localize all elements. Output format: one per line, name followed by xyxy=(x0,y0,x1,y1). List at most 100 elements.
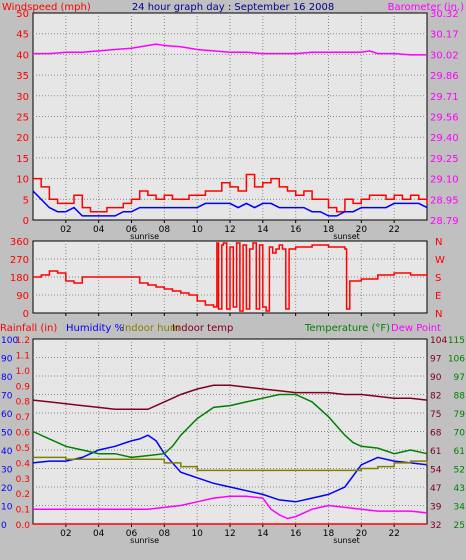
temp-tick-label: 90 xyxy=(430,373,442,383)
temp-tick-label: 82 xyxy=(430,392,441,402)
panel1-x-tick-label: 14 xyxy=(257,225,269,235)
humidity-tick-label: 70 xyxy=(1,392,13,402)
wind-gust-line xyxy=(33,173,428,213)
chart-title: 24 hour graph day : September 16 2008 xyxy=(132,2,334,13)
temperature-line xyxy=(32,393,428,459)
wind-direction-tick-label: 180 xyxy=(10,273,29,284)
wind-direction-tick-label: 360 xyxy=(10,237,29,248)
legend-dew-point: Dew Point xyxy=(391,323,441,334)
panel1-x-tick-label: 08 xyxy=(159,225,171,235)
temperature-tick-label: 34 xyxy=(454,503,466,513)
barometer-axis-label: Barometer (in.) xyxy=(388,2,464,13)
panel3-x-tick-label: 20 xyxy=(356,529,368,539)
panel1-x-tick-label: 18 xyxy=(323,225,335,235)
panel1-x-tick-label: 20 xyxy=(356,225,368,235)
barometer-tick-label: 29.40 xyxy=(430,133,459,144)
humidity-tick-label: 20 xyxy=(1,484,13,494)
temp-tick-label: 61 xyxy=(430,447,441,457)
compass-tick-label: E xyxy=(435,291,441,302)
temperature-tick-label: 79 xyxy=(454,410,466,420)
compass-tick-label: W xyxy=(435,255,445,266)
temperature-tick-label: 88 xyxy=(454,392,466,402)
wind-direction-tick-label: 0 xyxy=(23,309,29,320)
humidity-tick-label: 80 xyxy=(1,373,13,383)
temperature-tick-label: 52 xyxy=(454,466,465,476)
temp-tick-label: 97 xyxy=(430,355,441,365)
rain-tick-label: 0.7 xyxy=(16,413,30,423)
rain-tick-label: 0.9 xyxy=(16,382,31,392)
barometer-tick-label: 30.17 xyxy=(430,30,459,41)
temperature-tick-label: 115 xyxy=(448,336,465,346)
panel3-x-tick-label: 12 xyxy=(224,529,235,539)
legend-item-0: Rainfall (in) xyxy=(0,323,57,334)
panel3-x-tick-label: 22 xyxy=(388,529,399,539)
indoor-humidity-line xyxy=(33,456,428,472)
rain-tick-label: 1.0 xyxy=(16,367,31,377)
windspeed-tick-label: 10 xyxy=(16,175,29,186)
legend-item-1: Humidity % xyxy=(66,323,124,334)
rain-tick-label: 0.8 xyxy=(16,398,31,408)
panel1-x-tick-label: 10 xyxy=(191,225,203,235)
windspeed-tick-label: 20 xyxy=(16,133,29,144)
compass-tick-label: N xyxy=(435,309,442,320)
compass-tick-label: S xyxy=(435,273,441,284)
wind-direction-tick-label: 270 xyxy=(10,255,29,266)
panel1-x-tick-label: 04 xyxy=(93,225,105,235)
panel3-x-tick-label: 16 xyxy=(290,529,302,539)
temperature-tick-label: 106 xyxy=(448,355,465,365)
wind-direction-line xyxy=(33,242,428,312)
temp-tick-label: 39 xyxy=(430,503,442,513)
rain-tick-label: 0.1 xyxy=(16,506,30,516)
panel3-x-tick-label: 10 xyxy=(191,529,203,539)
indoor-temp-line xyxy=(32,384,428,411)
wind-direction-tick-label: 90 xyxy=(16,291,29,302)
barometer-tick-label: 29.56 xyxy=(430,113,459,124)
rain-tick-label: 0.5 xyxy=(16,444,30,454)
barometer-line xyxy=(33,43,427,56)
panel3-x-tick-label: 08 xyxy=(159,529,171,539)
panel1-x-tick-label: 22 xyxy=(388,225,399,235)
temperature-tick-label: 70 xyxy=(454,429,466,439)
panel3-x-tick-label: 02 xyxy=(60,529,71,539)
humidity-tick-label: 10 xyxy=(1,503,13,513)
humidity-tick-label: 90 xyxy=(1,355,13,365)
windspeed-tick-label: 30 xyxy=(16,92,29,103)
legend-item-3: Indoor temp xyxy=(172,323,233,334)
windspeed-tick-label: 15 xyxy=(16,154,29,165)
windspeed-tick-label: 0 xyxy=(23,216,29,227)
panel1-x-tick-label: 02 xyxy=(60,225,71,235)
barometer-tick-label: 30.02 xyxy=(430,50,459,61)
humidity-tick-label: 60 xyxy=(1,410,13,420)
temperature-tick-label: 25 xyxy=(454,521,465,531)
panel3-sunrise-marker: sunrise xyxy=(130,536,159,545)
barometer-tick-label: 28.79 xyxy=(430,216,459,227)
barometer-tick-label: 29.25 xyxy=(430,154,459,165)
panel1-plot-area xyxy=(32,12,428,221)
barometer-tick-label: 29.71 xyxy=(430,92,459,103)
temperature-tick-label: 61 xyxy=(454,447,465,457)
rain-tick-label: 1.2 xyxy=(16,336,30,346)
rain-tick-label: 0.2 xyxy=(16,490,30,500)
temperature-tick-label: 43 xyxy=(454,484,465,494)
panel1-x-tick-label: 16 xyxy=(290,225,302,235)
windspeed-tick-label: 50 xyxy=(16,9,29,20)
barometer-tick-label: 30.32 xyxy=(430,9,459,20)
compass-tick-label: N xyxy=(435,237,442,248)
temp-tick-label: 68 xyxy=(430,429,442,439)
panel1-x-tick-label: 06 xyxy=(126,225,138,235)
panel1-sunset-marker: sunset xyxy=(333,232,360,241)
legend-item-2: Indoor hum xyxy=(122,323,180,334)
barometer-tick-label: 29.10 xyxy=(430,175,459,186)
panel3-x-tick-label: 04 xyxy=(93,529,105,539)
temperature-tick-label: 97 xyxy=(454,373,465,383)
temp-tick-label: 104 xyxy=(430,336,447,346)
wind-speed-line xyxy=(32,190,428,217)
humidity-tick-label: 0 xyxy=(1,521,7,531)
panel3-x-tick-label: 06 xyxy=(126,529,138,539)
rain-tick-label: 0.3 xyxy=(16,475,30,485)
barometer-tick-label: 28.95 xyxy=(430,195,459,206)
rain-tick-label: 1.1 xyxy=(16,351,30,361)
humidity-tick-label: 40 xyxy=(1,447,13,457)
